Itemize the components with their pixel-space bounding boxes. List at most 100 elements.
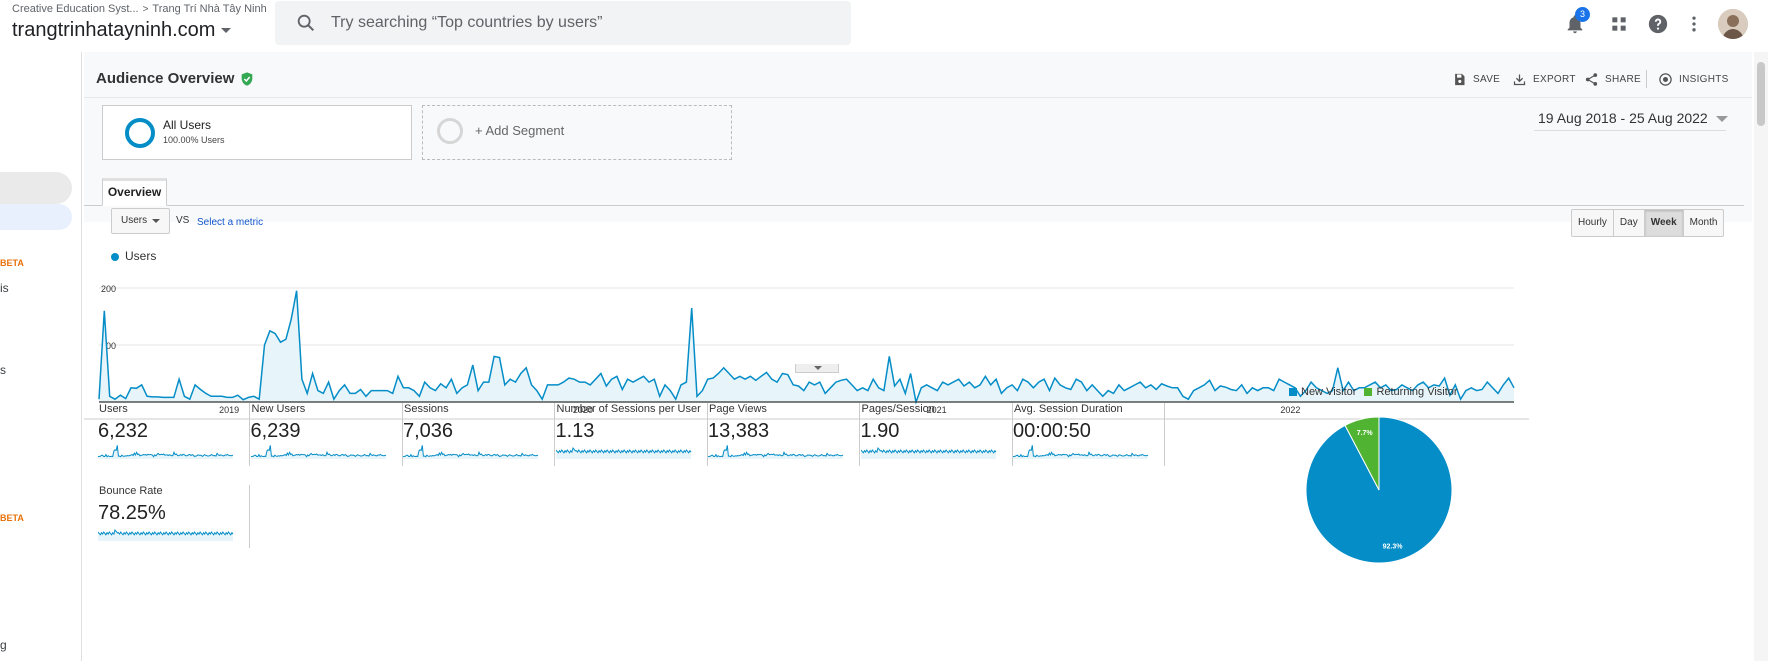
select-metric-link[interactable]: Select a metric bbox=[197, 217, 264, 228]
metric-divider bbox=[706, 403, 708, 466]
sparkline-line bbox=[98, 445, 234, 458]
granularity-toggle: Hourly Day Week Month bbox=[1571, 209, 1725, 237]
metric-card[interactable]: Page Views 13,383 bbox=[708, 403, 860, 469]
more-options-button[interactable] bbox=[1679, 8, 1709, 38]
x-tick-label: 2021 bbox=[927, 405, 947, 415]
save-icon bbox=[1455, 73, 1465, 85]
pie-slice-label: 92.3% bbox=[1383, 543, 1404, 550]
add-segment-button[interactable]: + Add Segment bbox=[422, 105, 732, 160]
search-icon bbox=[297, 14, 315, 32]
account-avatar[interactable] bbox=[1718, 9, 1748, 39]
metric-label: Sessions bbox=[404, 403, 449, 415]
date-range-label: 19 Aug 2018 - 25 Aug 2022 bbox=[1538, 110, 1708, 126]
metric-label: Pages/Session bbox=[861, 403, 935, 415]
chart-collapse-handle[interactable] bbox=[795, 364, 839, 373]
help-button[interactable] bbox=[1643, 8, 1673, 38]
sparkline-line bbox=[1013, 445, 1149, 458]
x-tick-label: 2019 bbox=[219, 405, 239, 415]
y-tick-label: 200 bbox=[101, 284, 116, 294]
metric-sparkline bbox=[555, 446, 691, 459]
granularity-day[interactable]: Day bbox=[1614, 210, 1645, 236]
visitor-type-pie-chart: 92.3% 7.7% bbox=[1305, 416, 1453, 564]
sparkline-fill bbox=[555, 448, 691, 459]
sidebar-beta-badge: BETA bbox=[0, 258, 24, 268]
avatar-icon bbox=[1718, 9, 1748, 39]
property-selector[interactable]: trangtrinhatayninh.com bbox=[12, 19, 232, 42]
search-box[interactable] bbox=[275, 1, 851, 45]
metric-sparkline bbox=[1013, 445, 1149, 459]
metric-label: Page Views bbox=[709, 403, 767, 415]
sidebar-item-overview[interactable] bbox=[0, 204, 72, 230]
metric-divider bbox=[1164, 403, 1165, 466]
metric-label: Bounce Rate bbox=[99, 485, 163, 497]
share-label: SHARE bbox=[1605, 73, 1641, 85]
metric-label: Users bbox=[99, 403, 128, 415]
tab-overview[interactable]: Overview bbox=[102, 178, 167, 206]
granularity-hourly[interactable]: Hourly bbox=[1572, 210, 1614, 236]
metric-card[interactable]: Pages/Session 1.90 bbox=[860, 403, 1013, 469]
left-sidebar: BETA is s BETA g bbox=[0, 52, 82, 661]
metric-sparkline bbox=[403, 445, 539, 459]
date-range-picker[interactable]: 19 Aug 2018 - 25 Aug 2022 bbox=[1538, 110, 1728, 126]
granularity-week[interactable]: Week bbox=[1644, 210, 1684, 236]
save-label: SAVE bbox=[1473, 73, 1501, 85]
search-input[interactable] bbox=[331, 1, 831, 45]
metric-divider bbox=[1011, 403, 1013, 466]
pie-legend-swatch bbox=[1289, 388, 1297, 397]
scrollbar-thumb[interactable] bbox=[1757, 62, 1765, 126]
help-icon bbox=[1648, 14, 1668, 34]
sidebar-item-fragment[interactable]: g bbox=[0, 638, 7, 652]
notifications-button[interactable]: 3 bbox=[1560, 7, 1590, 38]
breadcrumb-account[interactable]: Creative Education Syst... bbox=[12, 3, 139, 15]
pie-slice[interactable] bbox=[1344, 416, 1380, 491]
metric-value: 78.25% bbox=[98, 502, 166, 524]
metric-value: 1.90 bbox=[860, 420, 900, 442]
metric-sparkline bbox=[860, 446, 996, 459]
legend-swatch bbox=[111, 252, 119, 261]
page-scrollbar[interactable] bbox=[1754, 52, 1768, 661]
verified-shield-icon bbox=[241, 72, 253, 86]
metric-value: 7,036 bbox=[403, 420, 454, 442]
metric-card[interactable]: New Users 6,239 bbox=[250, 403, 403, 469]
sidebar-item-fragment[interactable]: is bbox=[0, 281, 9, 295]
pie-legend-item[interactable]: New Visitor bbox=[1289, 386, 1356, 398]
metric-sparkline bbox=[250, 445, 386, 459]
apps-button[interactable] bbox=[1604, 8, 1634, 38]
more-vert-icon bbox=[1692, 16, 1696, 32]
metric-divider bbox=[554, 403, 555, 466]
metric-card[interactable]: Sessions 7,036 bbox=[403, 403, 555, 469]
metric-card[interactable]: Number of Sessions per User 1.13 bbox=[555, 403, 708, 469]
sidebar-item-active[interactable] bbox=[0, 172, 72, 204]
insights-button[interactable]: INSIGHTS bbox=[1658, 70, 1729, 88]
breadcrumb-property[interactable]: Trang Trí Nhà Tây Ninh bbox=[152, 3, 267, 15]
segment-all-users[interactable]: All Users 100.00% Users bbox=[102, 105, 412, 160]
chart-legend: Users bbox=[111, 249, 156, 263]
x-tick-label: 2020 bbox=[573, 405, 593, 415]
share-button[interactable]: SHARE bbox=[1584, 70, 1641, 88]
export-button[interactable]: EXPORT bbox=[1512, 70, 1576, 88]
segment-ring-icon bbox=[125, 118, 155, 148]
metric-card[interactable]: Avg. Session Duration 00:00:50 bbox=[1013, 403, 1165, 469]
sparkline-fill bbox=[860, 448, 996, 459]
tab-divider bbox=[84, 205, 1744, 206]
metric-dropdown[interactable]: Users bbox=[111, 208, 170, 234]
metric-card[interactable]: Bounce Rate 78.25% bbox=[98, 485, 250, 551]
export-label: EXPORT bbox=[1533, 73, 1576, 85]
pie-slice[interactable] bbox=[1305, 416, 1453, 564]
vs-label: VS bbox=[176, 215, 190, 226]
sidebar-item-fragment[interactable]: s bbox=[0, 363, 6, 377]
page-title: Audience Overview bbox=[96, 70, 235, 87]
breadcrumb[interactable]: Creative Education Syst... > Trang Trí Nhà… bbox=[12, 3, 267, 15]
metric-card[interactable]: Users 6,232 bbox=[98, 403, 250, 469]
segment-bar: All Users 100.00% Users + Add Segment 19… bbox=[84, 98, 1752, 222]
sparkline-line bbox=[98, 528, 234, 536]
save-button[interactable]: SAVE bbox=[1452, 70, 1500, 88]
metric-value: 1.13 bbox=[555, 420, 595, 442]
metric-sparkline bbox=[98, 528, 234, 541]
pie-legend-item[interactable]: Returning Visitor bbox=[1364, 386, 1458, 398]
users-area-fill bbox=[99, 290, 1514, 402]
granularity-month[interactable]: Month bbox=[1689, 217, 1718, 228]
sparkline-line bbox=[860, 446, 996, 454]
pie-legend: New Visitor Returning Visitor bbox=[1289, 386, 1466, 398]
actions-divider bbox=[1646, 70, 1647, 88]
